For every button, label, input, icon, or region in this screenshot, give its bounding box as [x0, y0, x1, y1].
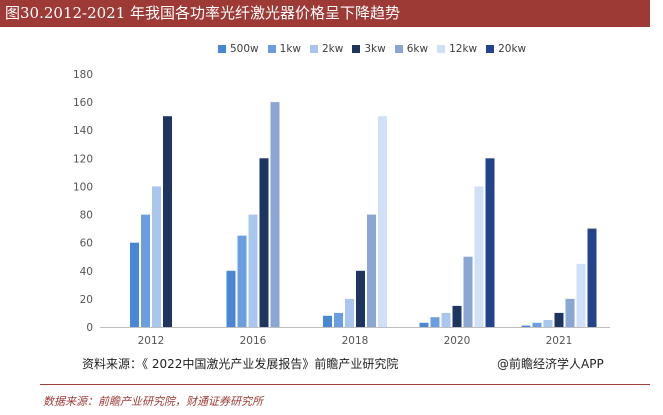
legend-item: 20kw — [486, 43, 526, 55]
x-tick-label: 2018 — [342, 335, 369, 347]
y-tick-label: 60 — [80, 238, 93, 250]
legend-label: 1kw — [279, 43, 301, 55]
y-tick-label: 0 — [86, 322, 93, 334]
bar-2kw-2021 — [543, 320, 553, 327]
figure-title: 图30.2012-2021 年我国各功率光纤激光器价格呈下降趋势 — [0, 0, 650, 27]
legend-swatch — [352, 45, 361, 53]
legend-label: 2kw — [322, 43, 344, 55]
bar-12kw-2020 — [474, 186, 484, 327]
bar-20kw-2020 — [485, 158, 495, 327]
bar-12kw-2018 — [378, 116, 387, 327]
bar-500w-2020 — [419, 322, 429, 327]
legend-swatch — [437, 45, 446, 53]
bar-1kw-2016 — [237, 235, 247, 327]
bar-500w-2016 — [226, 270, 236, 327]
footer-source: 数据来源：前瞻产业研究院，财通证券研究所 — [43, 395, 263, 408]
x-tick-label: 2016 — [240, 335, 267, 347]
footer-divider — [40, 384, 650, 385]
chart-legend: 500w 1kw 2kw 3kw 6kw 12kw 20kw — [218, 40, 535, 58]
bar-6kw-2021 — [565, 298, 575, 327]
bar-3kw-2020 — [452, 305, 462, 327]
y-tick-label: 20 — [80, 294, 93, 306]
bar-3kw-2012 — [163, 116, 172, 327]
bar-1kw-2020 — [430, 317, 440, 327]
bar-20kw-2021 — [587, 228, 597, 327]
y-tick-label: 140 — [73, 125, 93, 137]
legend-swatch — [218, 45, 226, 53]
legend-label: 12kw — [449, 43, 478, 55]
y-tick-label: 80 — [80, 210, 93, 222]
y-tick-label: 40 — [80, 266, 93, 278]
legend-label: 20kw — [498, 43, 527, 55]
y-tick-label: 160 — [73, 97, 93, 109]
legend-swatch — [267, 45, 276, 53]
bar-500w-2012 — [130, 242, 139, 327]
bar-6kw-2020 — [463, 256, 473, 327]
legend-swatch — [486, 45, 495, 53]
bar-6kw-2016 — [270, 102, 280, 327]
bar-500w-2018 — [323, 315, 332, 327]
bar-6kw-2018 — [367, 214, 376, 327]
bar-1kw-2018 — [334, 312, 343, 327]
bar-1kw-2021 — [532, 322, 542, 327]
y-tick-label: 180 — [73, 69, 93, 81]
bar-500w-2021 — [521, 325, 531, 327]
legend-item: 12kw — [437, 43, 477, 55]
legend-item: 1kw — [267, 43, 301, 55]
bar-3kw-2016 — [259, 158, 269, 327]
bar-3kw-2021 — [554, 312, 564, 327]
bar-2kw-2018 — [345, 298, 354, 327]
bar-2kw-2016 — [248, 214, 258, 327]
source-brand: @前瞻经济学人APP — [497, 357, 604, 371]
y-tick-label: 100 — [73, 181, 93, 193]
source-note: 资料来源：《 2022中国激光产业发展报告》前瞻产业研究院 — [82, 357, 399, 371]
legend-item: 3kw — [352, 43, 386, 55]
bar-2kw-2012 — [152, 186, 161, 327]
x-tick-label: 2020 — [444, 335, 471, 347]
legend-label: 3kw — [364, 43, 386, 55]
x-tick-label: 2012 — [138, 335, 165, 347]
bar-3kw-2018 — [356, 270, 365, 327]
legend-label: 500w — [230, 43, 259, 55]
y-tick-label: 120 — [73, 153, 93, 165]
legend-label: 6kw — [406, 43, 429, 55]
legend-item: 500w — [218, 43, 259, 55]
x-tick-label: 2021 — [546, 335, 573, 347]
legend-item: 2kw — [310, 43, 343, 55]
bar-1kw-2012 — [141, 214, 150, 327]
legend-swatch — [394, 45, 403, 53]
bar-12kw-2021 — [576, 263, 586, 328]
legend-swatch — [310, 45, 318, 53]
legend-item: 6kw — [394, 43, 429, 55]
bar-2kw-2020 — [441, 312, 451, 327]
